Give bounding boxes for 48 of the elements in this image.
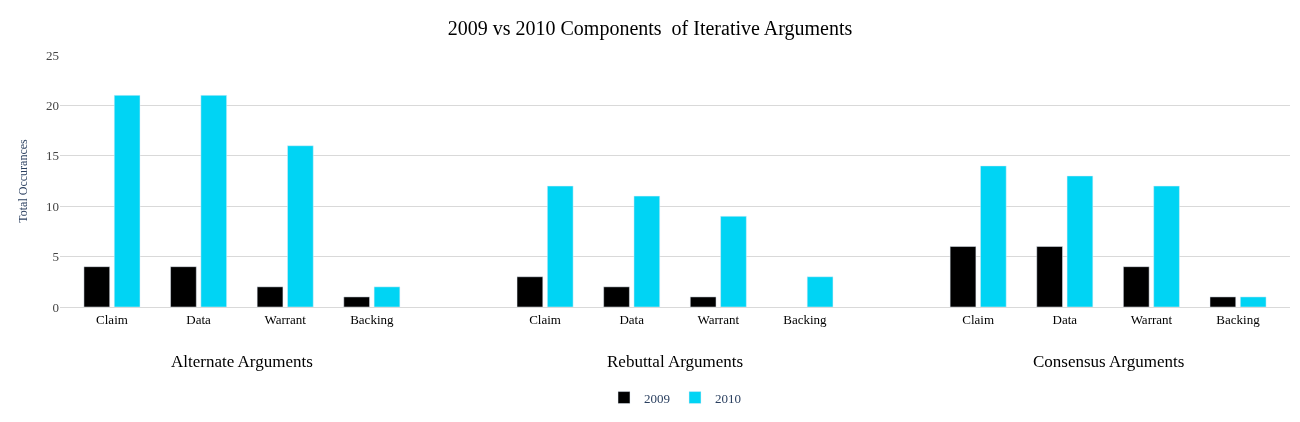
bar — [1240, 296, 1267, 307]
x-tick-label: Warrant — [1130, 311, 1173, 327]
bar — [633, 195, 660, 307]
bar — [170, 266, 197, 307]
x-tick-label: Data — [186, 311, 212, 327]
bar — [806, 276, 834, 307]
x-tick-label: Data — [619, 311, 645, 327]
y-tick-label: 0 — [52, 299, 59, 315]
y-tick-label: 25 — [46, 47, 59, 63]
x-tick-label: Warrant — [697, 311, 740, 327]
bar — [690, 296, 717, 307]
text: Consensus Arguments — [1033, 352, 1185, 371]
y-tick-label: 15 — [46, 148, 59, 164]
bar — [343, 296, 370, 307]
bar — [949, 246, 977, 307]
bar — [547, 185, 574, 307]
legend-label: 2010 — [715, 390, 741, 406]
chart-title: 2009 vs 2010 Components of Iterative Arguments — [447, 17, 853, 41]
bar — [114, 95, 141, 307]
text: Rebuttal Arguments — [607, 352, 744, 371]
x-tick-label: Claim — [962, 311, 995, 327]
y-tick-label: 10 — [46, 198, 59, 214]
text: Alternate Arguments — [171, 352, 313, 371]
legend-label: 2009 — [644, 390, 670, 406]
x-tick-label: Warrant — [264, 311, 307, 327]
x-tick-label: Data — [1052, 311, 1078, 327]
bar — [200, 95, 227, 307]
y-tick-label: 5 — [52, 249, 59, 265]
bar — [1036, 246, 1063, 307]
bar — [1066, 175, 1094, 307]
y-axis-title: Total Occurances — [16, 138, 31, 223]
bar — [287, 145, 314, 307]
x-tick-label: Backing — [1216, 311, 1261, 327]
y-tick-label: 20 — [46, 97, 59, 113]
bar — [1123, 266, 1150, 307]
x-tick-label: Backing — [783, 311, 828, 327]
x-tick-label: Claim — [529, 311, 561, 327]
bar — [373, 286, 401, 307]
bar — [603, 286, 630, 307]
bar — [516, 276, 544, 307]
bar — [83, 266, 110, 307]
bar — [256, 286, 284, 307]
bar — [720, 216, 747, 307]
x-tick-label: Claim — [96, 311, 128, 327]
bar — [1153, 185, 1180, 307]
bar — [1209, 296, 1236, 307]
bar — [980, 165, 1007, 307]
x-tick-label: Backing — [350, 311, 394, 327]
